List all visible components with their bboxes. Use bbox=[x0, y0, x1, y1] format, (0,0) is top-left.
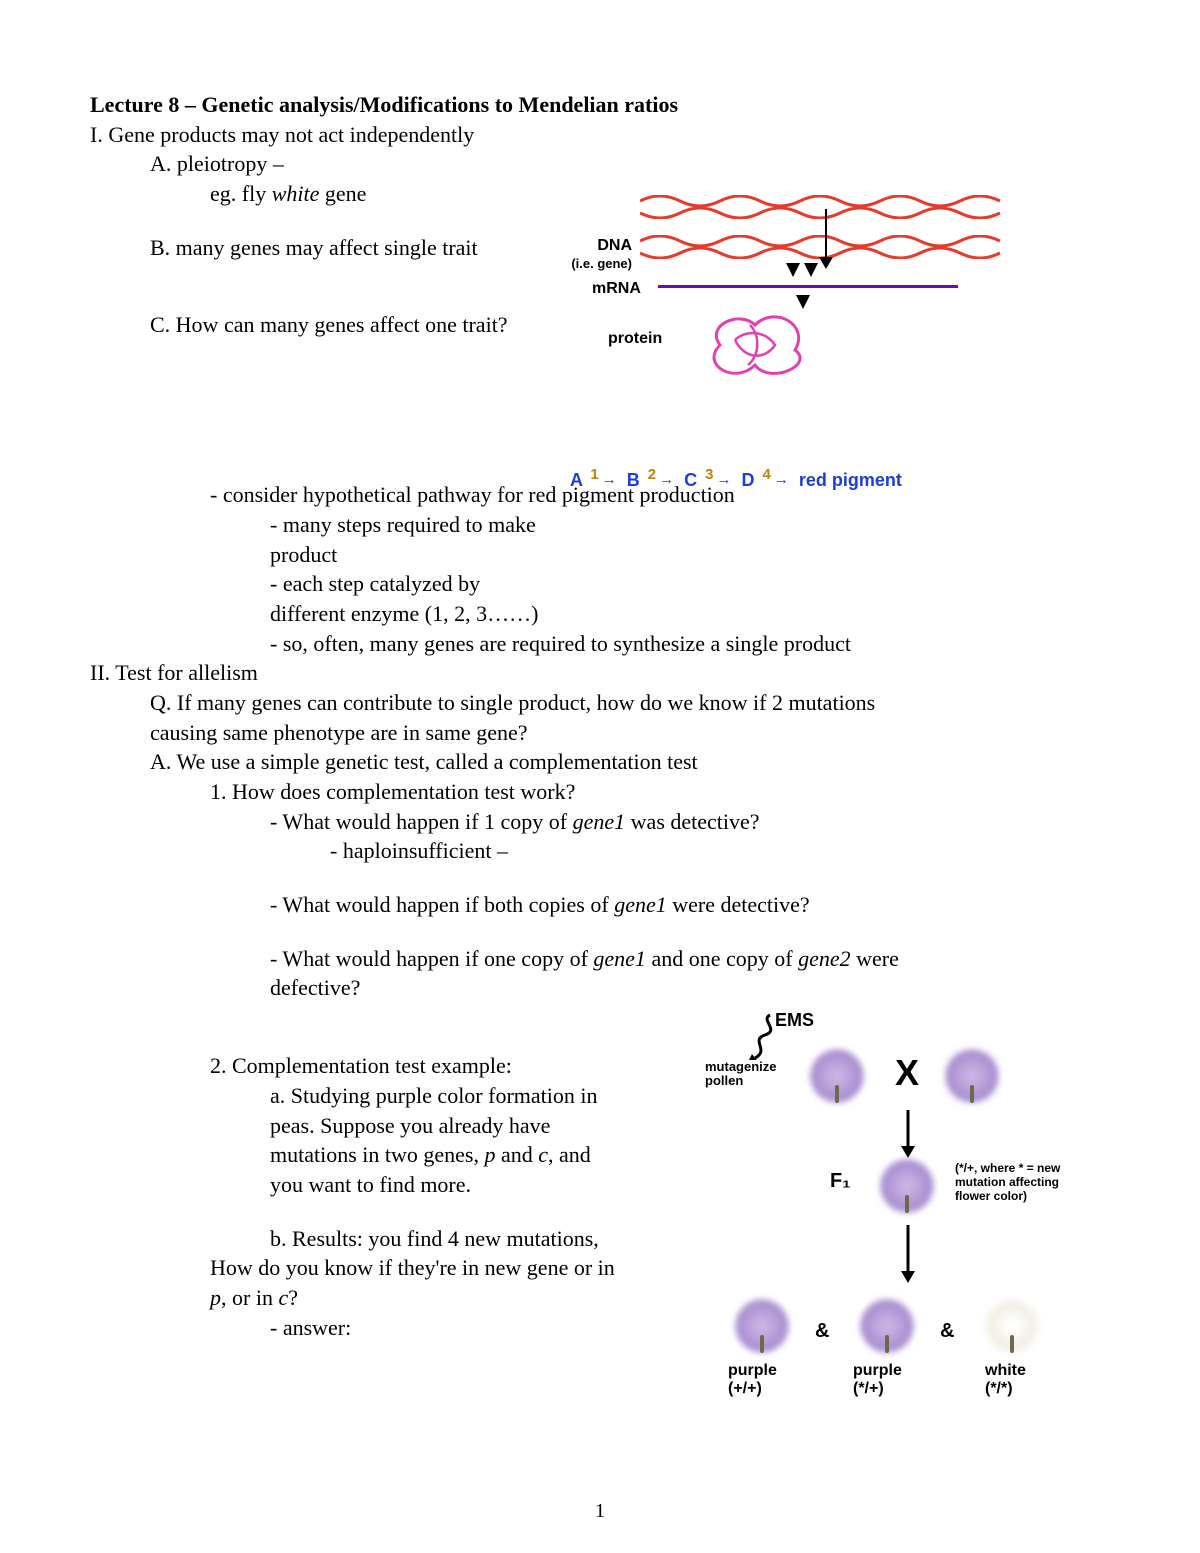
flower-purple-icon bbox=[855, 1295, 919, 1359]
pathway-node: C bbox=[684, 470, 697, 490]
cross-x-icon: X bbox=[895, 1052, 919, 1094]
flower-purple-icon bbox=[805, 1045, 869, 1109]
label-mutagenize: mutagenizepollen bbox=[705, 1060, 777, 1089]
ampersand-icon: & bbox=[815, 1320, 829, 1343]
flower-purple-icon bbox=[875, 1155, 939, 1219]
arrow-down-icon bbox=[898, 1225, 918, 1285]
section2-heading: II. Test for allelism bbox=[90, 658, 1110, 688]
pathway-step: 4 bbox=[762, 466, 770, 483]
arrowhead-icon bbox=[796, 295, 810, 309]
label-dna: DNA (i.e. gene) bbox=[562, 237, 632, 273]
arrow-icon bbox=[825, 209, 827, 259]
text: - What would happen if 1 copy of gene1 w… bbox=[90, 807, 1110, 837]
arrowhead-icon bbox=[819, 257, 833, 269]
text: defective? bbox=[90, 973, 1110, 1003]
arrowhead-icon bbox=[786, 263, 800, 277]
arrow-down-icon bbox=[898, 1110, 918, 1160]
document-page: Lecture 8 – Genetic analysis/Modificatio… bbox=[0, 0, 1200, 1553]
text: different enzyme (1, 2, 3……) bbox=[90, 599, 1110, 629]
text: A. We use a simple genetic test, called … bbox=[90, 747, 1110, 777]
label-f1: F₁ bbox=[830, 1170, 851, 1193]
label-purple1: purple(+/+) bbox=[728, 1362, 777, 1397]
label-mrna: mRNA bbox=[592, 280, 641, 298]
pathway-diagram: A 1→ B 2→ C 3→ D 4→ red pigment bbox=[570, 470, 902, 491]
pathway-step: 3 bbox=[705, 466, 713, 483]
text: causing same phenotype are in same gene? bbox=[90, 718, 1110, 748]
text: gene bbox=[319, 181, 366, 206]
section1-heading: I. Gene products may not act independent… bbox=[90, 120, 1110, 150]
label-purple2: purple(*/+) bbox=[853, 1362, 902, 1397]
text: - What would happen if one copy of gene1… bbox=[90, 944, 1110, 974]
text: - so, often, many genes are required to … bbox=[90, 629, 1110, 659]
ampersand-icon: & bbox=[940, 1320, 954, 1343]
flower-purple-icon bbox=[730, 1295, 794, 1359]
text: - each step catalyzed by bbox=[90, 569, 1110, 599]
label-ems: EMS bbox=[775, 1010, 814, 1031]
mrna-line-icon bbox=[658, 285, 958, 288]
pathway-product: red pigment bbox=[799, 470, 902, 490]
protein-scribble-icon bbox=[700, 310, 820, 380]
label-protein: protein bbox=[608, 330, 662, 348]
label-note: (*/+, where * = new mutation affecting f… bbox=[955, 1162, 1060, 1203]
lecture-title: Lecture 8 – Genetic analysis/Modificatio… bbox=[90, 90, 1110, 120]
text-italic: white bbox=[272, 181, 320, 206]
label-white: white(*/*) bbox=[985, 1362, 1026, 1397]
pathway-node: A bbox=[570, 470, 582, 490]
pathway-node: D bbox=[741, 470, 754, 490]
dna-transcription-diagram: DNA (i.e. gene) mRNA protein bbox=[580, 195, 1120, 385]
page-number: 1 bbox=[0, 1500, 1200, 1523]
text: - many steps required to make bbox=[90, 510, 1110, 540]
complementation-cross-diagram: EMS mutagenizepollen X F₁ (*/+, where * … bbox=[720, 1010, 1140, 1450]
text: eg. fly bbox=[210, 181, 272, 206]
text: - haploinsufficient – bbox=[90, 836, 1110, 866]
pathway-step: 2 bbox=[648, 466, 656, 483]
text: 1. How does complementation test work? bbox=[90, 777, 1110, 807]
pathway-step: 1 bbox=[590, 466, 598, 483]
arrowhead-icon bbox=[804, 263, 818, 277]
pathway-node: B bbox=[627, 470, 640, 490]
flower-white-icon bbox=[980, 1295, 1044, 1359]
text: Q. If many genes can contribute to singl… bbox=[90, 688, 1110, 718]
text: product bbox=[90, 540, 1110, 570]
text: - What would happen if both copies of ge… bbox=[90, 890, 1110, 920]
flower-purple-icon bbox=[940, 1045, 1004, 1109]
section1-A: A. pleiotropy – bbox=[90, 149, 1110, 179]
